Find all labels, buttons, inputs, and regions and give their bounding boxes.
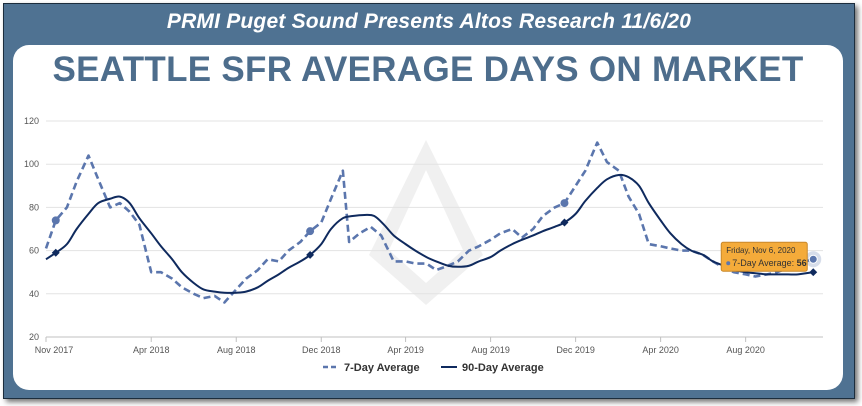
- days-on-market-chart: 20 40 60 80 100 120 Nov 2017 Apr 2018 Aug 2018 De…: [24, 116, 823, 374]
- chart-title: SEATTLE SFR AVERAGE DAYS ON MARKET: [52, 50, 804, 89]
- series-90-day-marker: [560, 218, 569, 227]
- series-7-day-marker: [560, 199, 569, 208]
- watermark-outer: [369, 140, 483, 305]
- x-tick-label: Apr 2019: [387, 345, 424, 355]
- series-7-day-marker: [51, 216, 60, 225]
- tooltip-series-dot: [726, 261, 731, 266]
- series-90-day-line: [45, 173, 814, 294]
- watermark-inner: [389, 170, 463, 283]
- y-tick-label: 120: [24, 116, 39, 126]
- tooltip-value: 56: [797, 258, 807, 268]
- series-90-day-marker: [51, 248, 60, 257]
- tooltip-point: [808, 254, 818, 264]
- y-tick-label: 40: [29, 289, 39, 299]
- watermark-logo: [369, 140, 483, 305]
- y-tick-label: 80: [29, 202, 39, 212]
- y-tick-label: 100: [24, 159, 39, 169]
- chart-panel: SEATTLE SFR AVERAGE DAYS ON MARKET 20 40 6…: [13, 45, 843, 390]
- banner-title: PRMI Puget Sound Presents Altos Research…: [166, 10, 692, 33]
- x-tick-label: Dec 2018: [302, 345, 341, 355]
- series-7-day-line: [44, 141, 814, 304]
- y-tick-label: 20: [29, 332, 39, 342]
- x-tick-label: Nov 2017: [35, 345, 74, 355]
- slide-frame: PRMI Puget Sound Presents Altos Research…: [3, 3, 855, 399]
- x-tick-label: Dec 2019: [556, 345, 595, 355]
- legend-90-day-label: 90-Day Average: [462, 362, 544, 374]
- tooltip-label: 7-Day Average: 56: [732, 258, 806, 268]
- x-tick-label: Aug 2020: [726, 345, 765, 355]
- tooltip-date: Friday, Nov 6, 2020: [726, 246, 796, 255]
- legend-7-day-label: 7-Day Average: [344, 362, 420, 374]
- x-tick-label: Aug 2018: [217, 345, 256, 355]
- y-tick-label: 60: [29, 246, 39, 256]
- series-7-day-marker: [306, 227, 315, 236]
- series-90-day-marker: [306, 250, 315, 259]
- x-tick-label: Apr 2018: [133, 345, 170, 355]
- series-90-day-marker: [809, 268, 818, 277]
- tooltip-box: [720, 241, 808, 272]
- x-tick-label: Apr 2020: [642, 345, 679, 355]
- x-tick-label: Aug 2019: [471, 345, 510, 355]
